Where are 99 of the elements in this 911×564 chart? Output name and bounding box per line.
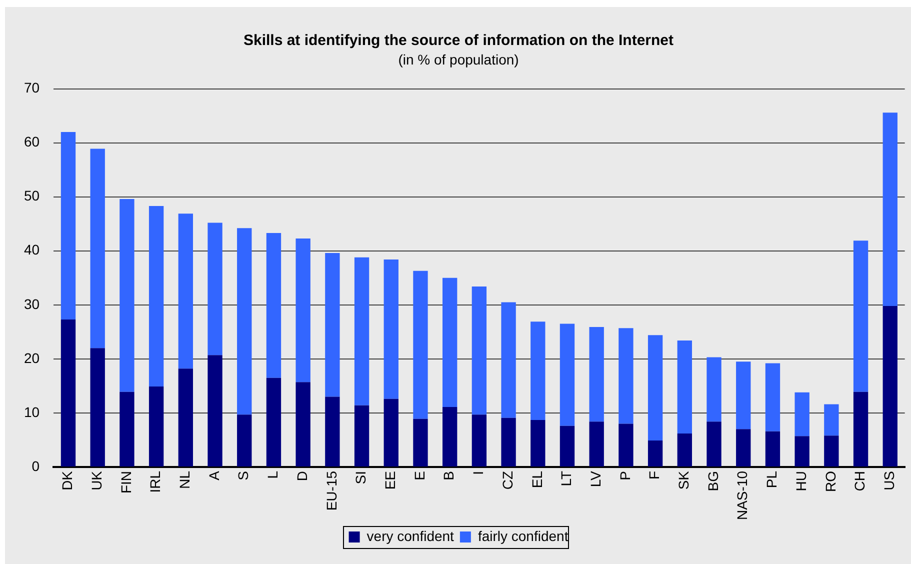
- bar: [296, 382, 310, 466]
- x-tick-label: F: [646, 470, 662, 480]
- x-tick-label: NAS-10: [734, 470, 750, 520]
- x-tick-label: FIN: [118, 470, 134, 494]
- x-tick-label: EE: [382, 470, 398, 490]
- y-tick-label: 50: [24, 188, 40, 204]
- bar: [882, 112, 898, 306]
- bar: [90, 348, 105, 466]
- bar: [824, 404, 839, 436]
- chart-title: Skills at identifying the source of information on the Internet: [243, 32, 674, 50]
- bar: [60, 319, 76, 466]
- x-tick-label: UK: [88, 470, 104, 490]
- bar: [706, 357, 722, 422]
- bar: [178, 368, 193, 466]
- bar: [618, 424, 634, 466]
- y-tick-label: 0: [32, 458, 40, 474]
- bar: [237, 414, 252, 466]
- x-tick-label: HU: [792, 470, 809, 492]
- bar: [148, 206, 164, 386]
- x-tick-label: US: [880, 470, 897, 490]
- bar: [237, 228, 252, 415]
- x-tick-label: E: [411, 470, 428, 480]
- x-tick-label: D: [294, 470, 310, 482]
- x-tick-label: I: [470, 470, 486, 475]
- x-tick-label: NL: [176, 470, 193, 489]
- y-tick-label: 30: [24, 296, 40, 312]
- bar: [560, 426, 575, 466]
- bar: [384, 260, 398, 399]
- bar: [677, 433, 692, 466]
- x-tick-label: CZ: [499, 470, 516, 490]
- x-tick-label: LT: [558, 470, 574, 486]
- x-tick-label: B: [440, 470, 457, 480]
- x-tick-label: EL: [528, 470, 545, 488]
- legend-label: very confident: [366, 528, 454, 544]
- x-tick-label: EU-15: [323, 470, 340, 511]
- bar: [472, 286, 487, 415]
- bar: [706, 422, 722, 466]
- bar: [882, 306, 898, 466]
- bar: [120, 392, 134, 466]
- bar: [325, 396, 340, 466]
- y-tick-label: 20: [24, 350, 40, 366]
- x-tick-label: RO: [822, 470, 838, 492]
- bar: [794, 436, 810, 466]
- bar: [501, 302, 516, 418]
- x-tick-label: PL: [764, 470, 780, 488]
- bar: [296, 238, 310, 382]
- x-tick-label: LV: [587, 470, 604, 488]
- x-tick-label: CH: [852, 470, 868, 492]
- bar: [354, 257, 370, 406]
- bar: [120, 199, 134, 392]
- x-tick-label: DK: [59, 470, 76, 490]
- bar: [589, 327, 604, 422]
- bar: [178, 214, 193, 369]
- bar: [208, 222, 222, 356]
- bar: [325, 253, 340, 397]
- bar: [765, 363, 780, 432]
- bar: [501, 418, 516, 466]
- y-tick-label: 60: [24, 134, 40, 150]
- bar: [853, 392, 868, 466]
- bar: [736, 362, 751, 430]
- bar: [354, 405, 370, 466]
- y-tick-label: 10: [24, 404, 40, 420]
- bar: [266, 233, 282, 378]
- x-tick-label: SI: [352, 470, 369, 484]
- x-tick-label: SK: [676, 470, 692, 490]
- x-tick-label: S: [235, 470, 252, 480]
- bar: [384, 398, 398, 466]
- bar: [794, 392, 810, 436]
- bar: [677, 340, 692, 434]
- bar: [60, 132, 76, 320]
- bar: [736, 429, 751, 466]
- bar: [648, 335, 663, 441]
- bar: [208, 355, 222, 466]
- bar: [90, 148, 105, 348]
- y-tick-label: 40: [24, 242, 40, 258]
- legend-label: fairly confident: [478, 528, 568, 544]
- bar: [589, 422, 604, 466]
- bar: [148, 386, 164, 466]
- bar: [765, 431, 780, 466]
- bar: [413, 270, 428, 419]
- x-tick-label: BG: [704, 470, 721, 492]
- x-tick-label: A: [206, 470, 222, 480]
- bar: [442, 407, 458, 466]
- bar: [266, 378, 282, 466]
- bar: [530, 322, 546, 420]
- bar: [853, 240, 868, 392]
- x-tick-label: IRL: [147, 470, 164, 493]
- bar: [530, 420, 546, 466]
- bar: [560, 324, 575, 426]
- bar: [618, 328, 634, 424]
- bar: [472, 414, 487, 466]
- bar: [413, 418, 428, 466]
- bar: [442, 278, 458, 408]
- bar: [648, 440, 663, 466]
- y-tick-label: 70: [24, 80, 40, 96]
- x-tick-label: L: [264, 470, 281, 479]
- chart-subtitle: (in % of population): [398, 51, 519, 68]
- x-tick-label: P: [616, 470, 633, 480]
- bar: [824, 436, 839, 466]
